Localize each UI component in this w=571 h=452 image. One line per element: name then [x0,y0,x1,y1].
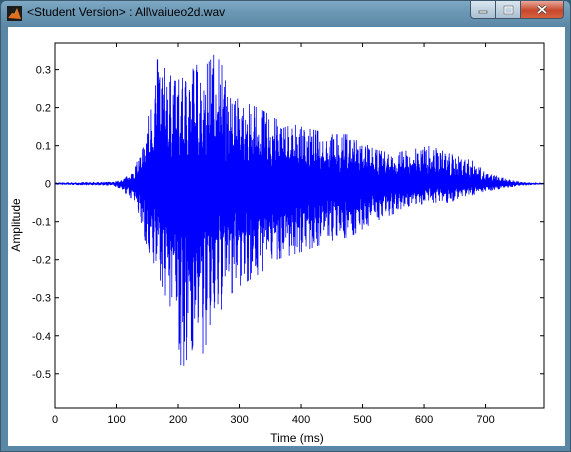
y-axis-label: Amplitude [9,198,23,252]
maximize-icon [503,5,513,14]
close-icon [537,4,547,15]
y-tick-label: -0.2 [32,255,51,267]
window-title: <Student Version> : All\vaiueo2d.wav [27,5,226,19]
caption-buttons [470,1,564,20]
x-tick-label: 600 [415,414,433,426]
y-tick-label: 0.3 [36,65,51,77]
waveform-chart: 0 100 200 300 400 500 600 700 0.3 0.2 0.1 0 -0.1 -0.… [9,42,545,445]
y-tick-label: 0.2 [36,103,51,115]
x-axis-label: Time (ms) [270,431,324,445]
y-tick-label: -0.4 [32,331,51,343]
title-bar[interactable]: <Student Version> : All\vaiueo2d.wav [1,1,570,25]
x-tick-label: 500 [353,414,371,426]
waveform-series [54,54,545,366]
matlab-icon [7,6,22,21]
y-tick-label: -0.1 [32,217,51,229]
y-tick-label: 0.1 [36,141,51,153]
y-tick-label: -0.5 [32,369,51,381]
minimize-icon [478,10,488,13]
maximize-button[interactable] [496,1,521,19]
x-tick-label: 200 [169,414,187,426]
y-axis: 0.3 0.2 0.1 0 -0.1 -0.2 -0.3 -0.4 -0.5 [32,65,544,381]
y-tick-label: -0.3 [32,293,51,305]
x-tick-label: 100 [107,414,125,426]
close-button[interactable] [521,1,564,19]
minimize-button[interactable] [470,1,496,19]
x-tick-label: 0 [52,414,58,426]
x-tick-label: 400 [292,414,310,426]
x-tick-label: 300 [230,414,248,426]
figure-canvas: 0 100 200 300 400 500 600 700 0.3 0.2 0.1 0 -0.1 -0.… [8,27,565,446]
waveform-line [54,54,545,366]
x-tick-label: 700 [476,414,494,426]
y-tick-label: 0 [45,179,51,191]
x-axis: 0 100 200 300 400 500 600 700 [52,43,495,426]
